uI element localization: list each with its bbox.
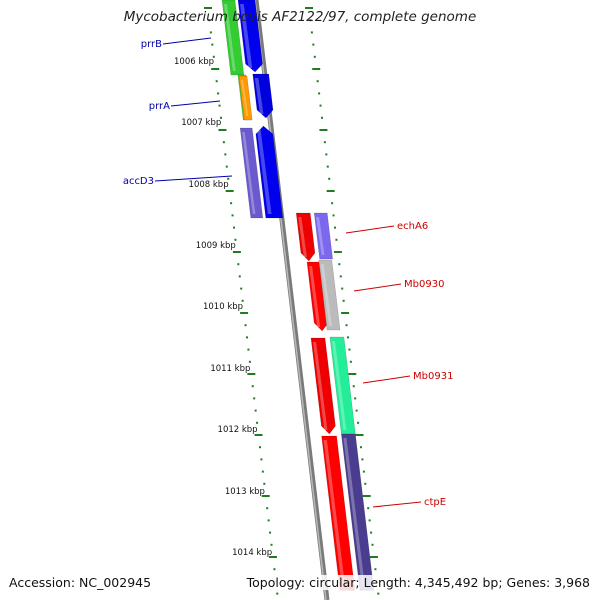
- genome-summary-text: Topology: circular; Length: 4,345,492 bp…: [246, 575, 590, 590]
- gene-Mb0931-arrow-shine: [312, 342, 328, 430]
- feature-layer: [221, 0, 375, 591]
- ruler-tick-label: 1014 kbp: [232, 548, 272, 558]
- gene-prrA-arrow-shine: [254, 78, 264, 114]
- gene-prrA-orange: [238, 75, 253, 121]
- tick-layer: [204, 7, 380, 595]
- gene-callout-line: [353, 283, 402, 292]
- ruler-tick-label: 1007 kbp: [181, 118, 221, 128]
- gene-label-prrB: prrB: [141, 39, 162, 50]
- gene-Mb0930-band-shine: [320, 264, 332, 326]
- gene-accD3-arrow: [255, 125, 284, 219]
- gene-label-Mb0930: Mb0930: [404, 279, 444, 290]
- gene-prrB-arrow: [237, 0, 263, 73]
- ruler-tick-label: 1009 kbp: [196, 241, 236, 251]
- accession-text: Accession: NC_002945: [9, 575, 152, 590]
- gene-accD3-band-shine: [242, 132, 256, 214]
- gene-Mb0931-arrow: [310, 337, 336, 435]
- gene-prrB-arrow-shine: [240, 4, 253, 68]
- gene-prrA-arrow: [252, 73, 274, 119]
- ruler-tick-label: 1008 kbp: [189, 180, 229, 190]
- gene-prrA-orange-shine: [240, 80, 249, 116]
- gene-accD3-band: [239, 127, 264, 219]
- gene-Mb0930-arrow-shine: [309, 266, 321, 327]
- gene-prrB-band-shine: [224, 4, 236, 71]
- gene-callout-line: [170, 100, 221, 107]
- ruler-tick-label: 1012 kbp: [218, 425, 258, 435]
- gene-ctpE-band: [341, 433, 375, 591]
- gene-ctpE-band-shine: [343, 438, 365, 586]
- gene-callout-line: [154, 175, 233, 182]
- gene-echA6-band-shine: [316, 217, 325, 255]
- map-title: Mycobacterium bovis AF2122/97, complete …: [123, 9, 477, 25]
- gene-callout-line: [372, 501, 422, 508]
- gene-echA6-band: [313, 212, 333, 260]
- gene-label-Mb0931: Mb0931: [413, 371, 453, 382]
- gene-Mb0930-band: [318, 259, 341, 331]
- gene-label-prrA: prrA: [149, 101, 170, 112]
- ruler-tick-label: 1011 kbp: [210, 364, 250, 374]
- ruler-tick-label: 1013 kbp: [225, 487, 265, 497]
- gene-ctpE-arrow-shine: [323, 440, 346, 586]
- ruler-tick-label: 1010 kbp: [203, 302, 243, 312]
- gene-label-echA6: echA6: [397, 221, 428, 232]
- label-layer: 1006 kbp 1007 kbp 1008 kbp 1009 kbp 1010 kbp…: [123, 37, 453, 558]
- gene-callout-line: [162, 37, 212, 45]
- gene-label-ctpE: ctpE: [424, 497, 446, 508]
- gene-callout-line: [345, 225, 395, 234]
- gene-echA6-arrow: [295, 212, 316, 262]
- ruler-tick-label: 1006 kbp: [174, 57, 214, 67]
- gene-ctpE-arrow: [321, 435, 356, 591]
- gene-echA6-arrow-shine: [298, 217, 307, 257]
- gene-accD3-arrow-shine: [256, 130, 272, 214]
- gene-callout-line: [362, 375, 411, 384]
- gene-label-accD3: accD3: [123, 176, 154, 187]
- gene-Mb0931-band-shine: [331, 341, 347, 430]
